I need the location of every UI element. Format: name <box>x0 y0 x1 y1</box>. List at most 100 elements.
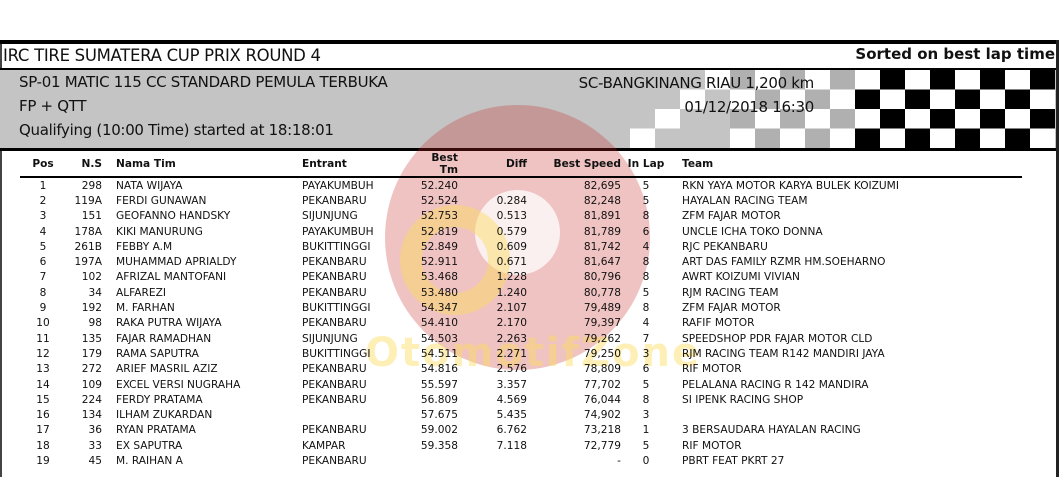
col-ns: N.S <box>66 152 116 178</box>
checkered-flag-graphic <box>630 70 1055 148</box>
rider-name-cell: RAKA PUTRA WIJAYA <box>116 317 222 330</box>
checker-square <box>1030 70 1055 90</box>
checker-square <box>730 89 755 109</box>
rider-name-cell: EX SAPUTRA <box>116 439 183 452</box>
team-cell: ZFM FAJAR MOTOR <box>682 210 781 223</box>
entrant-cell: PEKANBARU <box>302 194 367 207</box>
checker-square <box>905 128 930 148</box>
entrant-cell: PEKANBARU <box>302 286 367 299</box>
in-lap-cell: 5 <box>642 179 650 192</box>
table-row: 13 272 ARIEF MASRIL AZIZ PEKANBARU 54.816 2.5… <box>20 362 1022 377</box>
start-number-cell: 34 <box>88 286 102 299</box>
checker-square <box>955 109 980 129</box>
checker-square <box>755 128 780 148</box>
checker-square <box>855 70 880 90</box>
table-row: 19 45 M. RAIHAN A PEKANBARU - 0 PBRT FEAT PKRT… <box>20 453 1022 468</box>
table-row: 16 134 ILHAM ZUKARDAN 57.675 5.435 74,902 3 <box>20 407 1022 422</box>
checker-square <box>805 70 830 90</box>
diff-cell: 1.228 <box>496 271 527 284</box>
checker-square <box>905 109 930 129</box>
best-speed-cell: 79,250 <box>583 347 621 360</box>
col-team: Team <box>671 152 1022 178</box>
pos-cell: 8 <box>39 286 47 299</box>
top-rule <box>0 40 1059 44</box>
checker-square <box>830 109 855 129</box>
start-number-cell: 135 <box>81 332 102 345</box>
start-number-cell: 119A <box>74 194 102 207</box>
entrant-cell: BUKITTINGGI <box>302 240 371 253</box>
best-speed-cell: 73,218 <box>583 424 621 437</box>
best-speed-cell: 79,262 <box>583 332 621 345</box>
best-time-cell: 52.849 <box>420 240 458 253</box>
pos-cell: 9 <box>39 302 47 315</box>
in-lap-cell: 5 <box>642 194 650 207</box>
pos-cell: 13 <box>36 363 50 376</box>
class-name: SP-01 MATIC 115 CC STANDARD PEMULA TERBU… <box>19 73 388 91</box>
top-blank-area <box>0 0 1059 40</box>
checker-square <box>930 109 955 129</box>
col-in-lap: In Lap <box>621 152 671 178</box>
checker-square <box>880 109 905 129</box>
team-cell: ART DAS FAMILY RZMR HM.SOEHARNO <box>682 256 886 269</box>
team-cell: RAFIF MOTOR <box>682 317 755 330</box>
rider-name-cell: MUHAMMAD APRIALDY <box>116 256 237 269</box>
in-lap-cell: 0 <box>642 454 650 467</box>
checker-square <box>930 128 955 148</box>
table-row: 12 179 RAMA SAPUTRA BUKITTINGGI 54.511 2.271 7… <box>20 346 1022 361</box>
checker-square <box>1005 89 1030 109</box>
table-row: 5 261B FEBBY A.M BUKITTINGGI 52.849 0.609 81,7… <box>20 239 1022 254</box>
checker-square <box>855 89 880 109</box>
best-speed-cell: - <box>617 454 621 467</box>
table-row: 7 102 AFRIZAL MANTOFANI PEKANBARU 53.468 1.22… <box>20 270 1022 285</box>
entrant-cell: PAYAKUMBUH <box>302 179 374 192</box>
pos-cell: 11 <box>36 332 50 345</box>
pos-cell: 1 <box>39 179 47 192</box>
in-lap-cell: 4 <box>642 240 650 253</box>
start-number-cell: 298 <box>81 179 102 192</box>
rider-name-cell: RAMA SAPUTRA <box>116 347 199 360</box>
checker-square <box>930 70 955 90</box>
in-lap-cell: 5 <box>642 286 650 299</box>
checker-square <box>680 89 705 109</box>
checker-square <box>730 70 755 90</box>
checker-square <box>880 89 905 109</box>
entrant-cell: KAMPAR <box>302 439 346 452</box>
rider-name-cell: GEOFANNO HANDSKY <box>116 210 231 223</box>
table-row: 6 197A MUHAMMAD APRIALDY PEKANBARU 52.911 0.6… <box>20 254 1022 269</box>
entrant-cell: PAYAKUMBUH <box>302 225 374 238</box>
pos-cell: 15 <box>36 393 50 406</box>
in-lap-cell: 8 <box>642 393 650 406</box>
checker-square <box>630 128 655 148</box>
table-row: 2 119A FERDI GUNAWAN PEKANBARU 52.524 0.284 82… <box>20 193 1022 208</box>
checker-square <box>855 128 880 148</box>
best-time-cell: 52.819 <box>420 225 458 238</box>
start-number-cell: 224 <box>81 393 102 406</box>
team-cell: RJM RACING TEAM <box>682 286 779 299</box>
best-time-cell: 54.511 <box>420 347 458 360</box>
pos-cell: 17 <box>36 424 50 437</box>
best-time-cell: 53.480 <box>420 286 458 299</box>
best-time-cell: 52.911 <box>420 256 458 269</box>
in-lap-cell: 5 <box>642 439 650 452</box>
team-cell: RJM RACING TEAM R142 MANDIRI JAYA <box>682 347 885 360</box>
best-speed-cell: 80,778 <box>583 286 621 299</box>
best-time-cell: 52.524 <box>420 194 458 207</box>
checker-square <box>655 109 680 129</box>
checker-square <box>830 128 855 148</box>
team-cell: SPEEDSHOP PDR FAJAR MOTOR CLD <box>682 332 873 345</box>
team-cell: RIF MOTOR <box>682 363 742 376</box>
entrant-cell: SIJUNJUNG <box>302 210 358 223</box>
session-name: FP + QTT <box>19 97 87 115</box>
diff-cell <box>458 453 527 468</box>
best-speed-cell: 81,789 <box>583 225 621 238</box>
start-number-cell: 36 <box>88 424 102 437</box>
checker-square <box>755 70 780 90</box>
table-row: 18 33 EX SAPUTRA KAMPAR 59.358 7.118 72,779 5 RI… <box>20 438 1022 453</box>
col-pos: Pos <box>20 152 66 178</box>
checker-square <box>705 70 730 90</box>
rider-name-cell: ARIEF MASRIL AZIZ <box>116 363 218 376</box>
rider-name-cell: RYAN PRATAMA <box>116 424 196 437</box>
checker-square <box>730 109 755 129</box>
event-title: IRC TIRE SUMATERA CUP PRIX ROUND 4 <box>3 46 321 65</box>
start-number-cell: 33 <box>88 439 102 452</box>
